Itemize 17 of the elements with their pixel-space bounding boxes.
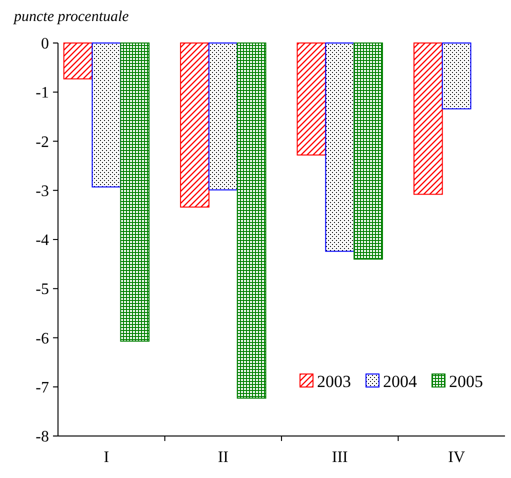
y-tick-label: -6 bbox=[36, 330, 49, 348]
y-tick-label: -1 bbox=[36, 84, 49, 102]
y-tick-label: 0 bbox=[41, 36, 49, 53]
y-tick-label: -8 bbox=[36, 428, 49, 446]
y-tick-label: -7 bbox=[36, 379, 49, 396]
y-tick-label: -3 bbox=[36, 182, 49, 200]
x-tick-label: II bbox=[218, 449, 228, 466]
x-tick-label: IV bbox=[448, 449, 466, 466]
y-tick-label: -4 bbox=[36, 232, 49, 250]
y-tick-label: -2 bbox=[36, 134, 49, 151]
legend-label: 2003 bbox=[317, 372, 351, 391]
legend-label: 2005 bbox=[449, 372, 483, 391]
legend-label: 2004 bbox=[383, 372, 418, 391]
x-tick-label: I bbox=[104, 449, 110, 466]
y-axis-title: puncte procentuale bbox=[13, 9, 130, 25]
x-tick-label: III bbox=[332, 449, 348, 466]
y-tick-label: -5 bbox=[36, 281, 49, 298]
